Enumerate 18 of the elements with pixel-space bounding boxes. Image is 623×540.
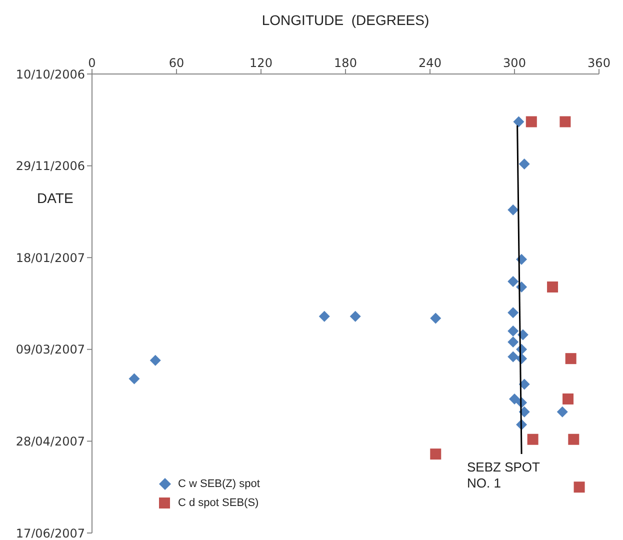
x-tick-label: 120 [250,56,272,70]
x-tick-label: 300 [503,56,526,70]
x-tick-label: 0 [88,56,96,70]
y-tick-label: 18/01/2007 [16,250,85,265]
x-tick-label: 180 [334,56,357,70]
x-axis-title: LONGITUDE (DEGREES) [260,12,430,28]
x-tick-label: 240 [418,56,442,70]
y-tick-label: 17/06/2007 [16,526,85,540]
y-tick-label: 29/11/2006 [16,159,85,174]
y-tick-label: 10/10/2006 [16,67,85,82]
y-axis-title: DATE [37,190,74,206]
series-label: SEBZ SPOT NO. 1 [467,460,540,491]
legend-label: C d spot SEB(S) [178,497,259,509]
y-tick-label: 09/03/2007 [16,342,85,357]
x-tick-label: 60 [168,56,184,70]
y-tick-label: 28/04/2007 [16,434,85,448]
legend-label: C w SEB(Z) spot [178,478,260,490]
x-tick-label: 360 [588,56,610,70]
